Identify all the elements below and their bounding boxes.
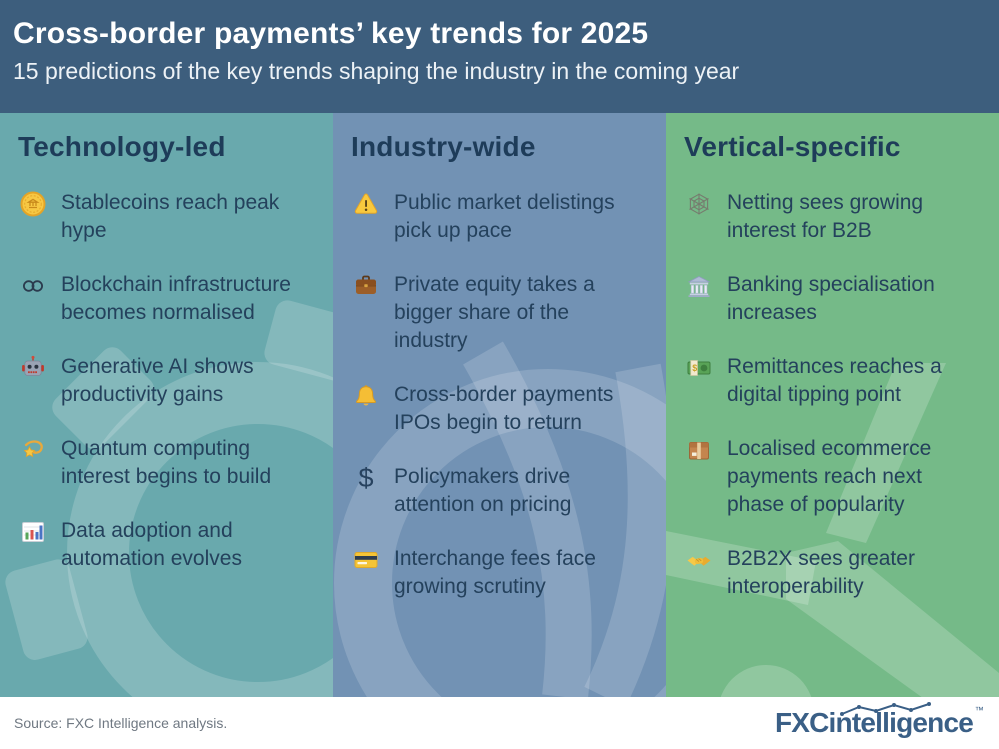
column-vertical-specific: Vertical-specific bbox=[666, 113, 999, 697]
trend-text: Remittances reaches a digital tipping po… bbox=[727, 355, 942, 406]
trend-text: B2B2X sees greater interoperability bbox=[727, 547, 915, 598]
trend-text: Cross-border payments IPOs begin to retu… bbox=[394, 383, 614, 434]
globe-ring-watermark bbox=[334, 341, 666, 697]
trend-item: Localised ecommerce payments reach next … bbox=[684, 435, 999, 519]
dizzy-star-icon bbox=[18, 435, 48, 463]
fxcintelligence-logo: FXCintelligence ™ bbox=[774, 702, 984, 739]
trend-text: Generative AI shows productivity gains bbox=[61, 355, 254, 406]
trend-text: Stablecoins reach peak hype bbox=[61, 191, 280, 242]
column-industry-wide: Industry-wide Public market delistings p… bbox=[333, 113, 666, 697]
trend-item: Generative AI shows productivity gains bbox=[18, 353, 333, 409]
trend-item: Private equity takes a bigger share of t… bbox=[351, 271, 666, 355]
page-title: Cross-border payments’ key trends for 20… bbox=[13, 17, 649, 50]
trend-item: Blockchain infrastructure becomes normal… bbox=[18, 271, 333, 327]
columns-area: Technology-led Stablecoins reach peak hy… bbox=[0, 113, 999, 697]
svg-text:$: $ bbox=[692, 363, 697, 373]
footer: Source: FXC Intelligence analysis. FXCin… bbox=[0, 697, 999, 749]
package-icon bbox=[684, 435, 714, 463]
robot-icon bbox=[18, 353, 48, 381]
warning-icon bbox=[351, 189, 381, 217]
trend-text: Public market delistings pick up pace bbox=[394, 191, 615, 242]
spider-web-icon bbox=[684, 189, 714, 217]
trend-item: Public market delistings pick up pace bbox=[351, 189, 666, 245]
bar-chart-icon bbox=[18, 517, 48, 545]
dollar-sign-icon: $ bbox=[358, 463, 374, 493]
briefcase-icon bbox=[351, 271, 381, 299]
trend-text: Quantum computing interest begins to bui… bbox=[61, 437, 272, 488]
gear-watermark bbox=[5, 300, 333, 697]
trend-text: Policymakers drive attention on pricing bbox=[394, 465, 572, 516]
source-text: Source: FXC Intelligence analysis. bbox=[14, 715, 228, 731]
chain-links-icon bbox=[18, 271, 48, 299]
header: Cross-border payments’ key trends for 20… bbox=[0, 0, 999, 113]
bank-icon bbox=[684, 271, 714, 299]
trend-item: Stablecoins reach peak hype bbox=[18, 189, 333, 245]
trend-item: Banking specialisation increases bbox=[684, 271, 999, 327]
trend-text: Interchange fees face growing scrutiny bbox=[394, 547, 596, 598]
page-subtitle: 15 predictions of the key trends shaping… bbox=[13, 58, 740, 84]
trend-item: Data adoption and automation evolves bbox=[18, 517, 333, 573]
column-heading: Vertical-specific bbox=[684, 131, 901, 162]
trend-text: Localised ecommerce payments reach next … bbox=[727, 437, 932, 516]
column-technology-led: Technology-led Stablecoins reach peak hy… bbox=[0, 113, 333, 697]
trademark-symbol: ™ bbox=[974, 705, 984, 715]
trend-item: Cross-border payments IPOs begin to retu… bbox=[351, 381, 666, 437]
trend-item: B2B2X sees greater interoperability bbox=[684, 545, 999, 601]
trend-text: Netting sees growing interest for B2B bbox=[727, 191, 924, 242]
trend-text: Data adoption and automation evolves bbox=[61, 519, 242, 570]
trend-text: Banking specialisation increases bbox=[727, 273, 935, 324]
trend-item: Netting sees growing interest for B2B bbox=[684, 189, 999, 245]
handshake-icon bbox=[684, 545, 714, 573]
column-heading: Technology-led bbox=[18, 131, 226, 162]
banknote-icon: $ bbox=[684, 353, 714, 381]
logo-chart-line-icon bbox=[839, 702, 931, 716]
trend-item: $ Remittances reaches a digital tipping … bbox=[684, 353, 999, 409]
trend-item: Interchange fees face growing scrutiny bbox=[351, 545, 666, 601]
trend-item: Quantum computing interest begins to bui… bbox=[18, 435, 333, 491]
coin-icon bbox=[18, 189, 48, 217]
trend-item: $ Policymakers drive attention on pricin… bbox=[351, 463, 666, 519]
bell-icon bbox=[351, 381, 381, 409]
column-heading: Industry-wide bbox=[351, 131, 536, 162]
credit-card-icon bbox=[351, 545, 381, 573]
logo-prefix: FXC bbox=[774, 707, 829, 738]
diagonal-lines-watermark bbox=[666, 363, 999, 697]
trend-text: Private equity takes a bigger share of t… bbox=[394, 273, 595, 352]
logo-suffix: intelligence bbox=[828, 707, 974, 738]
trend-text: Blockchain infrastructure becomes normal… bbox=[61, 273, 291, 324]
